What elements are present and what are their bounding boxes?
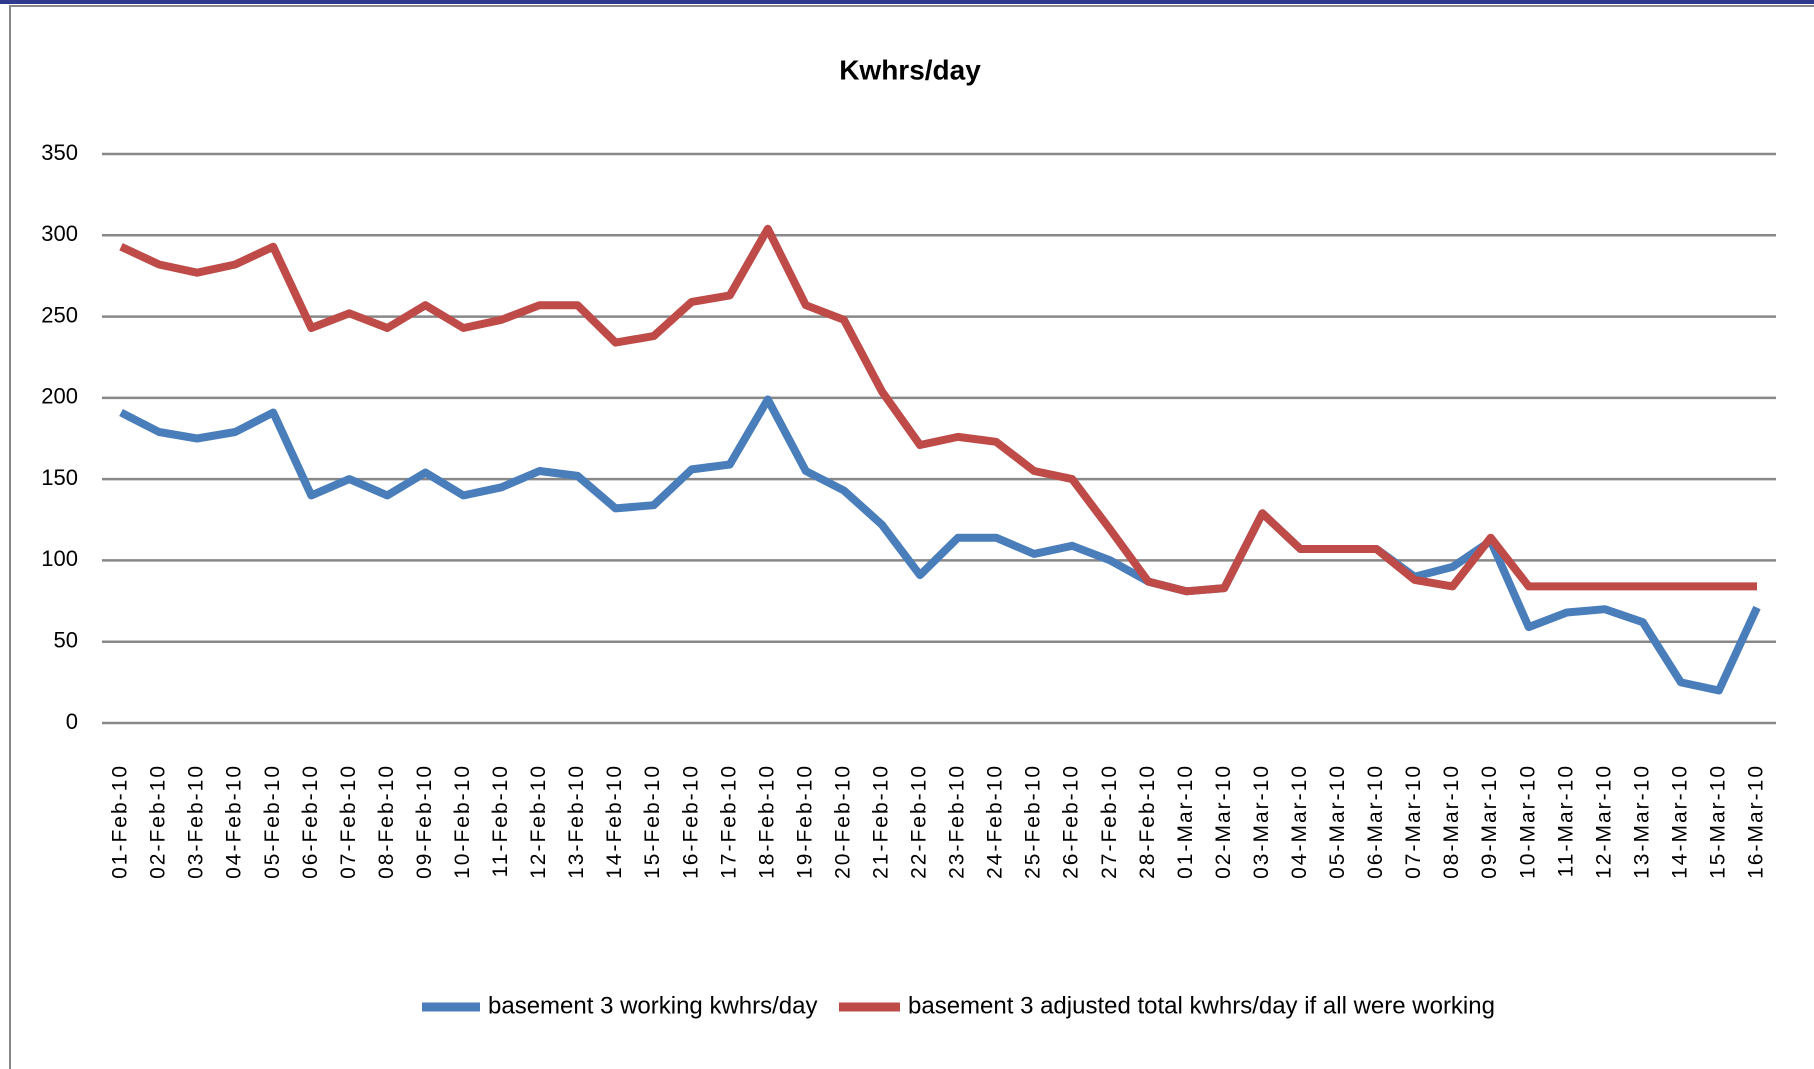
x-tick-label: 22-Feb-10: [908, 764, 931, 879]
x-tick-label: 02-Mar-10: [1212, 764, 1235, 879]
y-tick-label: 300: [41, 221, 78, 246]
x-tick-label: 06-Feb-10: [299, 764, 322, 879]
x-tick-label: 05-Feb-10: [261, 764, 284, 879]
x-tick-label: 15-Feb-10: [641, 764, 664, 879]
chart-title: Kwhrs/day: [839, 54, 981, 85]
legend-label: basement 3 adjusted total kwhrs/day if a…: [908, 992, 1495, 1019]
x-tick-label: 27-Feb-10: [1098, 764, 1121, 879]
x-tick-label: 07-Feb-10: [337, 764, 360, 879]
chart-frame: [9, 5, 1814, 1069]
y-tick-label: 100: [41, 546, 78, 571]
x-tick-label: 09-Mar-10: [1478, 764, 1501, 879]
y-tick-label: 50: [54, 628, 78, 653]
x-tick-label: 11-Feb-10: [489, 764, 512, 877]
top-bar: [0, 0, 1814, 4]
x-tick-label: 07-Mar-10: [1402, 764, 1425, 879]
x-tick-label: 13-Feb-10: [565, 764, 588, 879]
x-tick-label: 05-Mar-10: [1326, 764, 1349, 879]
x-tick-label: 04-Mar-10: [1288, 764, 1311, 879]
x-tick-label: 03-Feb-10: [185, 764, 208, 879]
y-tick-label: 0: [66, 709, 78, 734]
legend-label: basement 3 working kwhrs/day: [488, 992, 817, 1019]
x-tick-label: 26-Feb-10: [1060, 764, 1083, 879]
x-tick-label: 01-Feb-10: [109, 764, 132, 879]
x-tick-label: 14-Mar-10: [1668, 764, 1691, 879]
x-tick-label: 21-Feb-10: [869, 764, 892, 879]
x-tick-label: 20-Feb-10: [831, 764, 854, 879]
x-tick-label: 08-Feb-10: [375, 764, 398, 879]
x-tick-label: 06-Mar-10: [1364, 764, 1387, 879]
x-tick-label: 17-Feb-10: [717, 764, 740, 879]
y-tick-label: 200: [41, 384, 78, 409]
x-tick-label: 08-Mar-10: [1440, 764, 1463, 879]
x-tick-label: 12-Feb-10: [527, 764, 550, 879]
y-tick-label: 350: [41, 140, 78, 165]
x-tick-label: 02-Feb-10: [147, 764, 170, 879]
series-line: [119, 224, 1757, 596]
y-tick-label: 150: [41, 465, 78, 490]
x-tick-label: 14-Feb-10: [603, 764, 626, 879]
x-tick-label: 23-Feb-10: [946, 764, 969, 879]
x-tick-label: 09-Feb-10: [413, 764, 436, 879]
y-tick-label: 250: [41, 302, 78, 327]
x-tick-label: 04-Feb-10: [223, 764, 246, 879]
x-tick-label: 16-Mar-10: [1745, 764, 1768, 879]
x-tick-label: 25-Feb-10: [1022, 764, 1045, 879]
x-tick-label: 10-Mar-10: [1516, 764, 1539, 879]
x-tick-label: 19-Feb-10: [793, 764, 816, 879]
x-tick-label: 28-Feb-10: [1136, 764, 1159, 879]
x-tick-label: 12-Mar-10: [1592, 764, 1615, 879]
x-tick-label: 16-Feb-10: [679, 764, 702, 879]
x-tick-label: 01-Mar-10: [1174, 764, 1197, 879]
x-tick-label: 11-Mar-10: [1554, 764, 1577, 877]
x-tick-label: 18-Feb-10: [755, 764, 778, 879]
x-tick-label: 15-Mar-10: [1706, 764, 1729, 879]
x-tick-label: 13-Mar-10: [1630, 764, 1653, 879]
x-tick-label: 03-Mar-10: [1250, 764, 1273, 879]
x-tick-label: 10-Feb-10: [451, 764, 474, 879]
x-tick-label: 24-Feb-10: [984, 764, 1007, 879]
